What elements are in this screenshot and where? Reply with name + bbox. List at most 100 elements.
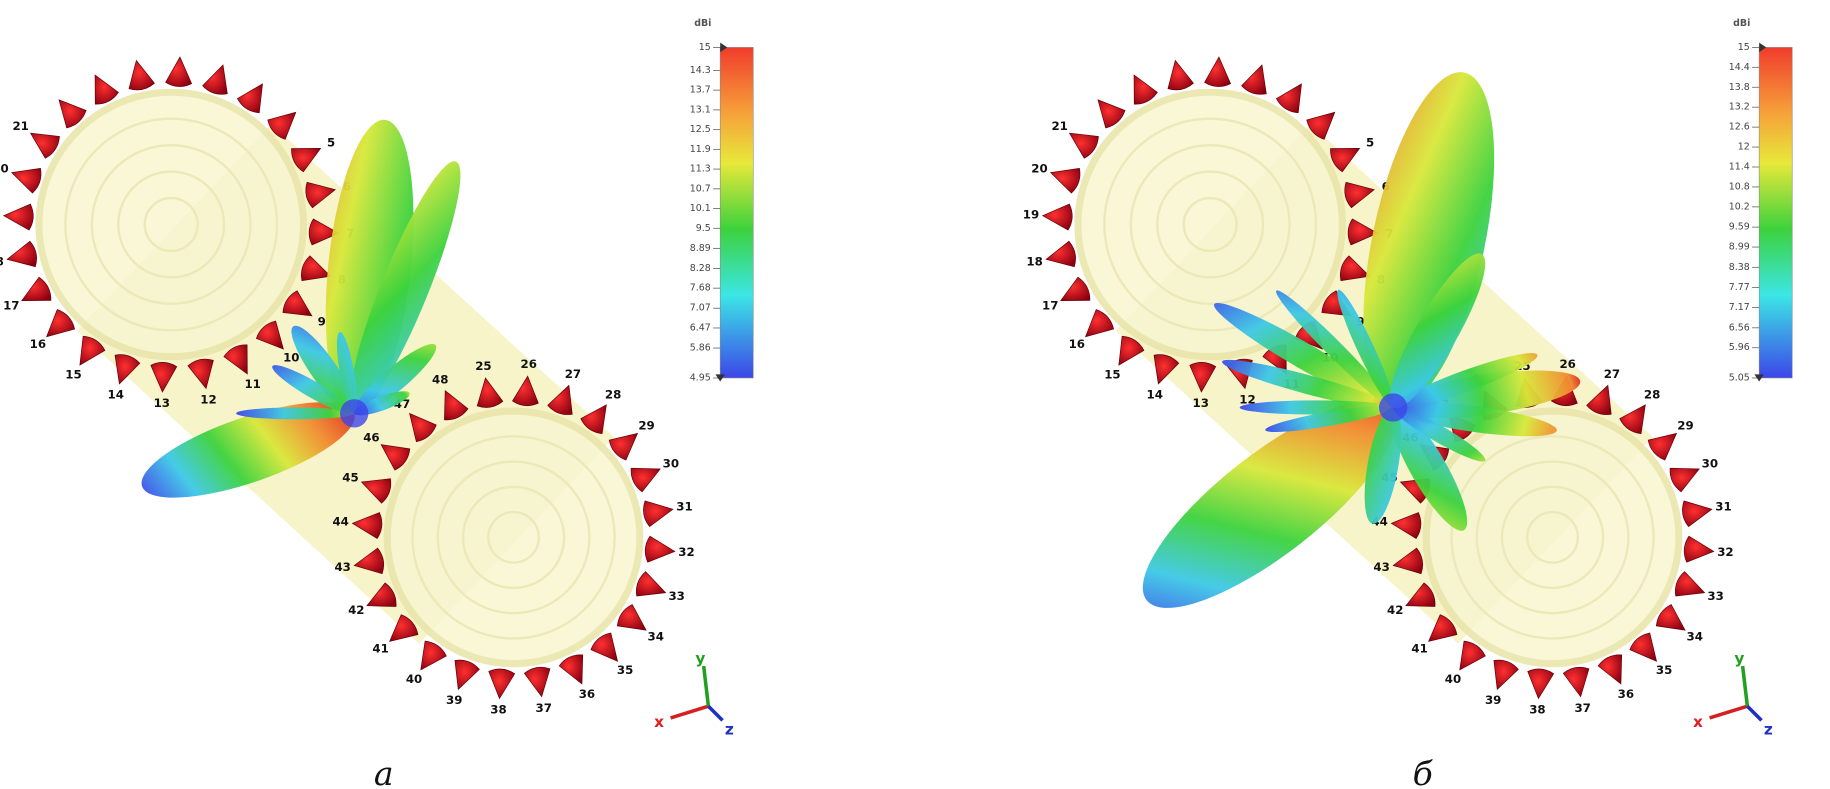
radiation-lobe	[1213, 302, 1394, 409]
ring-stripe	[411, 435, 616, 640]
element-cone	[255, 320, 284, 350]
element-label: 19	[1023, 208, 1039, 222]
colorbar-tick-label: 11.4	[1729, 161, 1750, 172]
colorbar-tick-label: 15	[699, 42, 711, 53]
element-cone	[1133, 74, 1158, 105]
axis-z-label: z	[1764, 720, 1773, 738]
colorbar-tick-label: 6.47	[690, 322, 711, 333]
colorbar-tick-label: 14.4	[1729, 62, 1750, 73]
element-cone	[46, 309, 76, 338]
element-cone	[267, 111, 297, 140]
element-label: 33	[1707, 589, 1723, 603]
colorbar-tick-label: 9.59	[1729, 222, 1750, 233]
radiation-lobe	[1265, 405, 1394, 433]
ring-stripe	[1526, 510, 1579, 564]
colorbar-unit: dBi	[1733, 18, 1750, 29]
element-cone	[1683, 535, 1715, 563]
axis-y-label: y	[1734, 649, 1744, 667]
element-cone	[366, 582, 397, 607]
radiation-lobe	[353, 343, 437, 415]
element-cone	[1527, 668, 1555, 700]
element-label: 30	[1702, 457, 1718, 471]
colorbar-tick-label: 13.7	[690, 85, 711, 96]
ring-stripe	[1103, 117, 1318, 332]
element-label: 31	[676, 500, 692, 514]
element-cone	[523, 666, 551, 698]
colorbar-marker	[1754, 374, 1764, 382]
element-cone	[305, 181, 336, 209]
colorbar-tick-label: 8.89	[690, 243, 711, 254]
element-label: 31	[1715, 500, 1731, 514]
element-cone	[444, 390, 469, 421]
element-label: 37	[536, 701, 552, 715]
ring-stripe	[1475, 460, 1630, 615]
element-cone	[353, 547, 385, 575]
element-cone	[1153, 354, 1180, 385]
element-label: 14	[108, 388, 124, 402]
element-label: 42	[1387, 603, 1403, 617]
element-label: 20	[1031, 162, 1047, 176]
element-label: 34	[1687, 629, 1703, 643]
element-cone	[1340, 255, 1371, 282]
element-label: 37	[1574, 701, 1590, 715]
element-label: 29	[1677, 418, 1693, 432]
ring-stripe	[1156, 170, 1265, 279]
element-cone	[420, 640, 447, 671]
element-cone	[1189, 362, 1217, 393]
element-label: 28	[1644, 388, 1660, 402]
element-cone	[1428, 614, 1458, 642]
element-cone	[236, 83, 263, 114]
element-cone	[165, 56, 193, 87]
colorbar-tick-label: 8.28	[690, 263, 711, 274]
colorbar-tick-label: 13.8	[1729, 82, 1750, 93]
element-label: 12	[200, 393, 216, 407]
axis-x-label: x	[654, 713, 664, 731]
radiation-lobe	[349, 161, 461, 414]
radiation-lobe	[1393, 353, 1538, 410]
colorbar-tick-label: 8.38	[1729, 262, 1750, 273]
element-cone	[636, 571, 667, 597]
radiation-lobe	[1392, 406, 1486, 462]
radiation-pattern	[141, 119, 461, 498]
radiation-lobe	[291, 325, 356, 415]
element-cone	[1390, 512, 1422, 539]
colorbar-tick-label: 11.9	[690, 144, 711, 155]
element-label: 15	[65, 367, 81, 381]
element-label: 5	[1366, 136, 1374, 150]
element-cone	[488, 668, 516, 700]
element-label: 15	[1104, 367, 1120, 381]
element-cone	[1597, 654, 1623, 685]
element-cone	[79, 335, 106, 366]
element-label: 38	[1529, 703, 1545, 717]
ring-stripe	[117, 170, 226, 279]
element-cone	[1118, 335, 1145, 366]
element-label: 42	[348, 603, 364, 617]
element-label: 45	[342, 470, 358, 484]
element-cone	[380, 444, 411, 471]
element-cone	[1330, 148, 1361, 173]
pattern-core	[1378, 393, 1408, 422]
colorbar-unit: dBi	[694, 18, 711, 29]
colorbar-tick-label: 9.5	[696, 223, 711, 234]
element-label: 18	[1026, 254, 1042, 268]
element-label: 25	[475, 359, 491, 373]
element-cone	[202, 64, 228, 95]
ring-stripe	[461, 485, 566, 590]
element-cone	[454, 659, 480, 691]
radiation-lobe	[1389, 253, 1486, 409]
axis-z	[707, 704, 724, 722]
colorbar-marker	[720, 42, 728, 53]
colorbar-tick-label: 5.05	[1729, 372, 1750, 383]
element-cone	[1306, 111, 1336, 140]
element-label: 21	[12, 119, 28, 133]
element-cone	[630, 467, 661, 493]
element-cone	[558, 654, 584, 685]
element-cone	[1068, 132, 1099, 159]
element-cone	[1347, 218, 1379, 246]
ring-stripe	[143, 196, 199, 253]
element-label: 9	[318, 315, 326, 329]
element-cone	[1167, 59, 1194, 91]
radiation-lobe	[1389, 406, 1468, 531]
colorbar-tick-label: 12	[1738, 142, 1750, 153]
element-cone	[308, 218, 340, 246]
